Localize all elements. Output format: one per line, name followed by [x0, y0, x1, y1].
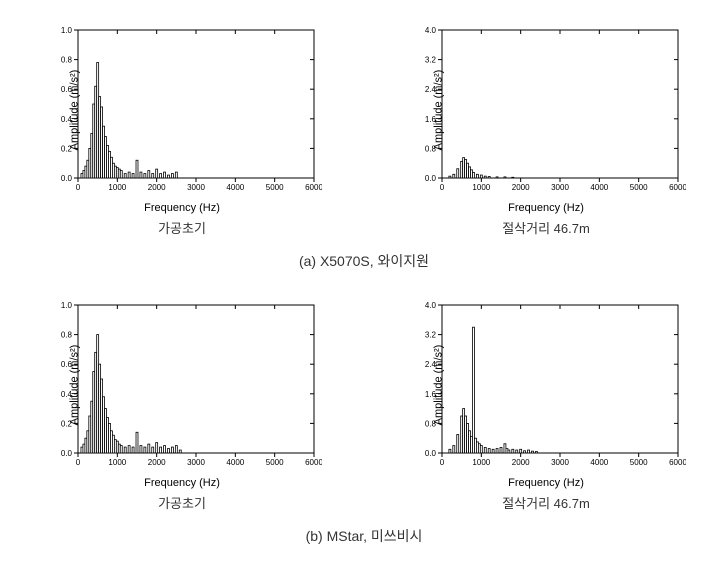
svg-text:4000: 4000 [590, 183, 608, 192]
caption-b: (b) MStar, 미쓰비시 [306, 526, 423, 546]
ylabel: Amplitude (m/s²) [68, 70, 80, 151]
chart-svg: 0.00.81.62.43.24.00100020003000400050006… [406, 295, 686, 475]
xlabel: Frequency (Hz) [144, 202, 220, 214]
svg-text:1000: 1000 [472, 183, 490, 192]
svg-text:0: 0 [440, 183, 445, 192]
svg-text:0.0: 0.0 [425, 174, 437, 183]
chart-b-left: Amplitude (m/s²) 0.00.20.40.60.81.001000… [42, 295, 322, 512]
svg-text:4000: 4000 [590, 458, 608, 467]
svg-text:3.2: 3.2 [425, 56, 437, 65]
svg-text:3000: 3000 [551, 183, 569, 192]
svg-text:6000: 6000 [669, 458, 686, 467]
svg-text:6000: 6000 [305, 183, 322, 192]
sublabel-right: 절삭거리 46.7m [502, 218, 590, 237]
svg-text:4.0: 4.0 [425, 26, 437, 35]
chart-svg: 0.00.81.62.43.24.00100020003000400050006… [406, 20, 686, 200]
chart-a-left: Amplitude (m/s²) 0.00.20.40.60.81.001000… [42, 20, 322, 237]
svg-text:0.0: 0.0 [61, 449, 73, 458]
svg-text:1000: 1000 [108, 183, 126, 192]
sublabel-left: 가공초기 [158, 493, 206, 512]
svg-text:0.8: 0.8 [61, 331, 73, 340]
svg-text:5000: 5000 [266, 183, 284, 192]
svg-text:3000: 3000 [187, 183, 205, 192]
svg-text:4000: 4000 [226, 458, 244, 467]
svg-text:0.8: 0.8 [61, 56, 73, 65]
xlabel: Frequency (Hz) [508, 477, 584, 489]
svg-text:5000: 5000 [630, 458, 648, 467]
svg-text:3000: 3000 [551, 458, 569, 467]
sublabel-left: 가공초기 [158, 218, 206, 237]
svg-text:1000: 1000 [472, 458, 490, 467]
svg-text:1000: 1000 [108, 458, 126, 467]
svg-text:2000: 2000 [148, 458, 166, 467]
svg-text:0: 0 [76, 458, 81, 467]
ylabel: Amplitude (m/s²) [68, 345, 80, 426]
svg-text:6000: 6000 [669, 183, 686, 192]
ylabel: Amplitude (m/s²) [432, 345, 444, 426]
svg-text:5000: 5000 [630, 183, 648, 192]
svg-text:5000: 5000 [266, 458, 284, 467]
svg-text:0: 0 [76, 183, 81, 192]
chart-b-right: Amplitude (m/s²) 0.00.81.62.43.24.001000… [406, 295, 686, 512]
svg-text:2000: 2000 [512, 458, 530, 467]
xlabel: Frequency (Hz) [144, 477, 220, 489]
svg-text:0.0: 0.0 [61, 174, 73, 183]
chart-svg: 0.00.20.40.60.81.00100020003000400050006… [42, 295, 322, 475]
svg-text:3000: 3000 [187, 458, 205, 467]
svg-text:2000: 2000 [148, 183, 166, 192]
svg-text:4000: 4000 [226, 183, 244, 192]
figure-grid: Amplitude (m/s²) 0.00.20.40.60.81.001000… [20, 20, 708, 560]
xlabel: Frequency (Hz) [508, 202, 584, 214]
chart-svg: 0.00.20.40.60.81.00100020003000400050006… [42, 20, 322, 200]
sublabel-right: 절삭거리 46.7m [502, 493, 590, 512]
svg-text:2000: 2000 [512, 183, 530, 192]
svg-text:0.0: 0.0 [425, 449, 437, 458]
caption-a: (a) X5070S, 와이지원 [299, 251, 429, 271]
ylabel: Amplitude (m/s²) [432, 70, 444, 151]
svg-text:0: 0 [440, 458, 445, 467]
svg-text:1.0: 1.0 [61, 301, 73, 310]
svg-text:4.0: 4.0 [425, 301, 437, 310]
svg-text:1.0: 1.0 [61, 26, 73, 35]
chart-a-right: Amplitude (m/s²) 0.00.81.62.43.24.001000… [406, 20, 686, 237]
svg-text:6000: 6000 [305, 458, 322, 467]
svg-text:3.2: 3.2 [425, 331, 437, 340]
